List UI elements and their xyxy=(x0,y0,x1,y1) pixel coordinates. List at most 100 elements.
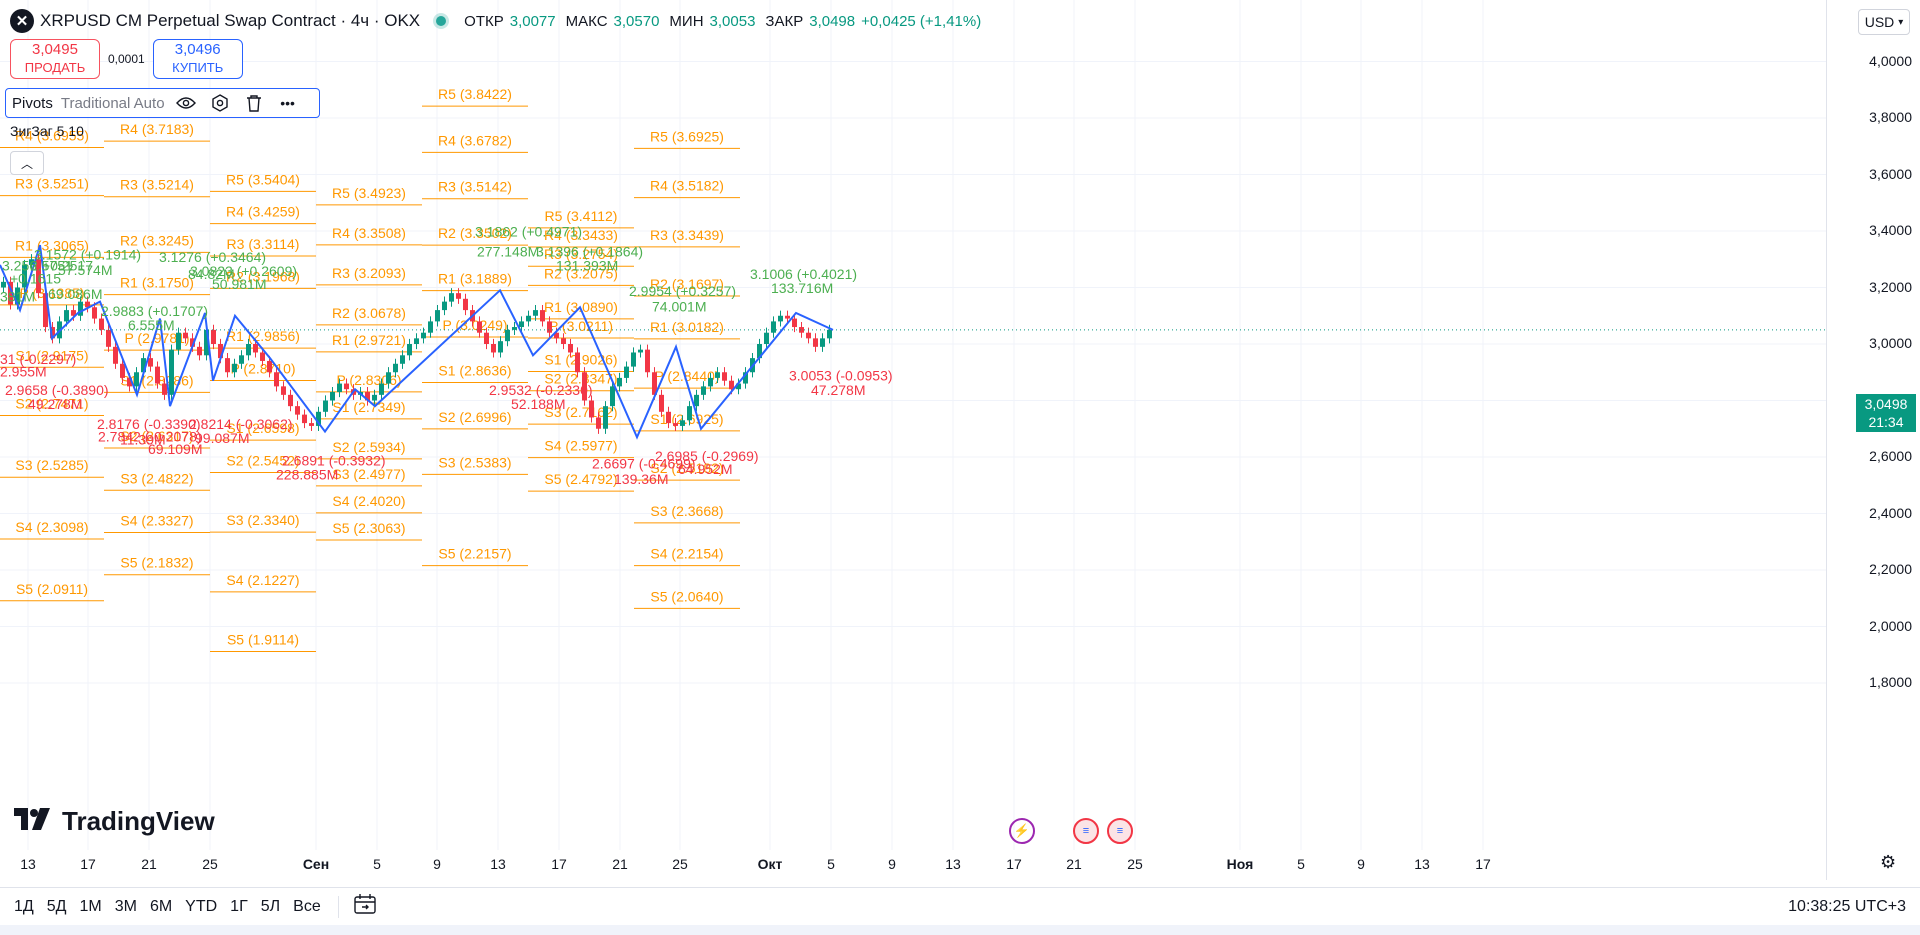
candle-body xyxy=(78,301,83,316)
zigzag-label: 69.109M xyxy=(148,441,202,457)
candle-body xyxy=(113,346,118,364)
settings-icon[interactable] xyxy=(207,92,233,114)
candle-body xyxy=(610,386,615,407)
candle-body xyxy=(204,329,209,356)
tradingview-mark-icon xyxy=(14,807,54,836)
range-ytd[interactable]: YTD xyxy=(185,897,218,915)
pivot-level-label: R2 (3.0678) xyxy=(332,305,406,321)
range-1y[interactable]: 1Г xyxy=(230,897,248,915)
event-us-flag-icon[interactable]: ≡ xyxy=(1073,818,1099,844)
candle-body xyxy=(281,386,286,395)
date-range-calendar-icon[interactable] xyxy=(353,893,377,920)
candle-body xyxy=(806,332,811,339)
range-1d[interactable]: 1Д xyxy=(14,897,34,915)
symbol-title[interactable]: XRPUSD CM Perpetual Swap Contract · 4ч ·… xyxy=(40,11,421,30)
candle-body xyxy=(183,332,188,339)
time-axis-label: Окт xyxy=(757,856,783,872)
candle-body xyxy=(533,310,538,316)
candle-body xyxy=(729,380,734,390)
range-5d[interactable]: 5Д xyxy=(46,897,67,915)
candle-body xyxy=(743,372,748,384)
zigzag-label: 2.9658 (-0.3890) xyxy=(5,382,109,398)
pivot-level-label: S3 (2.4977) xyxy=(332,466,405,482)
sell-price: 3,0495 xyxy=(32,41,78,58)
time-axis-label: 13 xyxy=(490,856,506,872)
zigzag-label: 2.6891 (-0.3932) xyxy=(282,452,386,468)
candle-body xyxy=(155,366,160,384)
candle-body xyxy=(225,358,230,373)
time-axis-label: 25 xyxy=(672,856,688,872)
zigzag-label: 2.6697 (-0.4699) xyxy=(592,455,696,471)
zigzag-label: 2.9883 (+0.1707) xyxy=(101,303,208,319)
close-label: ЗАКР xyxy=(765,12,804,30)
time-axis-label: 5 xyxy=(1297,856,1305,872)
high-value: 3,0570 xyxy=(613,12,660,30)
sell-button[interactable]: 3,0495 ПРОДАТЬ xyxy=(10,39,100,79)
event-us-flag-icon[interactable]: ≡ xyxy=(1107,818,1133,844)
candle-body xyxy=(141,358,146,373)
eye-icon[interactable] xyxy=(173,92,199,114)
price-axis-label: 2,6000 xyxy=(1869,448,1912,464)
pivot-level-label: P (2.9781) xyxy=(124,330,189,346)
candle-body xyxy=(421,332,426,339)
currency-selector[interactable]: USD ▾ xyxy=(1858,9,1910,35)
zigzag-label: 3.1006 (+0.4021) xyxy=(750,266,857,282)
divider xyxy=(337,895,339,918)
buy-button[interactable]: 3,0496 КУПИТЬ xyxy=(152,39,243,79)
pivot-level-label: S3 (2.3340) xyxy=(226,512,299,528)
pivot-level-label: P (2.8440) xyxy=(654,368,719,384)
currency-label: USD xyxy=(1864,14,1895,30)
zigzag-legend[interactable]: ЗигЗаг 5 10 xyxy=(10,123,84,139)
candle-body xyxy=(687,406,692,421)
clock-timezone[interactable]: 10:38:25 UTC+3 xyxy=(1788,897,1906,915)
candle-body xyxy=(554,332,559,339)
trash-icon[interactable] xyxy=(241,92,267,114)
pivot-level-label: S1 (2.9026) xyxy=(544,352,617,368)
zigzag-label: 2.7842 (-0.2078) xyxy=(98,428,202,444)
range-5y[interactable]: 5Л xyxy=(260,897,281,915)
time-axis-label: 17 xyxy=(1006,856,1022,872)
zigzag-label: 2.6985 (-0.2969) xyxy=(655,448,759,464)
indicator-legend-pivots[interactable]: Pivots Traditional Auto ••• xyxy=(5,88,320,118)
pivot-level-label: S4 (2.4020) xyxy=(332,493,405,509)
candle-body xyxy=(694,394,699,407)
pivot-level-label: S4 (2.5977) xyxy=(544,438,617,454)
pivot-level-label: R3 (3.5142) xyxy=(438,179,512,195)
zigzag-label: 2.8214 (-0.3062) xyxy=(189,416,293,432)
candle-body xyxy=(386,372,391,384)
candle-body xyxy=(456,293,461,299)
pivot-level-label: S3 (2.5285) xyxy=(15,457,88,473)
candle-body xyxy=(491,344,496,353)
pivot-level-label: R4 (3.5182) xyxy=(650,178,724,194)
price-axis-label: 1,8000 xyxy=(1869,674,1912,690)
tradingview-logo[interactable]: TradingView xyxy=(14,806,215,837)
price-chart[interactable]: R4 (3.6955) R3 (3.5251) R1 (3.3065) P (3.13… xyxy=(0,0,1826,880)
time-axis-label: Ноя xyxy=(1226,856,1254,872)
price-axis-label: 2,2000 xyxy=(1869,561,1912,577)
pivot-level-label: R5 (3.6925) xyxy=(650,128,724,144)
candle-body xyxy=(127,377,132,387)
candle-body xyxy=(715,372,720,378)
candle-body xyxy=(36,259,41,294)
range-all[interactable]: Все xyxy=(293,897,321,915)
collapse-legend-button[interactable]: ︿ xyxy=(10,151,44,175)
pivot-level-label: S3 (2.7162) xyxy=(544,404,617,420)
pivot-level-label: P (2.8306) xyxy=(336,372,401,388)
price-axis[interactable]: 4,00003,80003,60003,40003,20003,00002,80… xyxy=(1826,0,1920,880)
event-lightning-icon[interactable]: ⚡ xyxy=(1009,818,1035,844)
range-1m[interactable]: 1М xyxy=(79,897,102,915)
candle-body xyxy=(680,420,685,426)
candle-body xyxy=(64,310,69,322)
range-6m[interactable]: 6М xyxy=(149,897,173,915)
zigzag-label: 3.0053 (-0.0953) xyxy=(789,368,893,384)
axis-settings-icon[interactable]: ⚙ xyxy=(1880,852,1897,872)
candle-body xyxy=(267,360,272,373)
pivot-level-label: R1 (3.1889) xyxy=(438,271,512,287)
more-icon[interactable]: ••• xyxy=(280,95,295,111)
range-3m[interactable]: 3М xyxy=(114,897,137,915)
candle-body xyxy=(561,338,566,344)
pivot-level-label: S2 (2.7471) xyxy=(15,395,88,411)
brand-name: TradingView xyxy=(62,806,215,836)
pivot-level-label: R5 (3.8422) xyxy=(438,86,512,102)
